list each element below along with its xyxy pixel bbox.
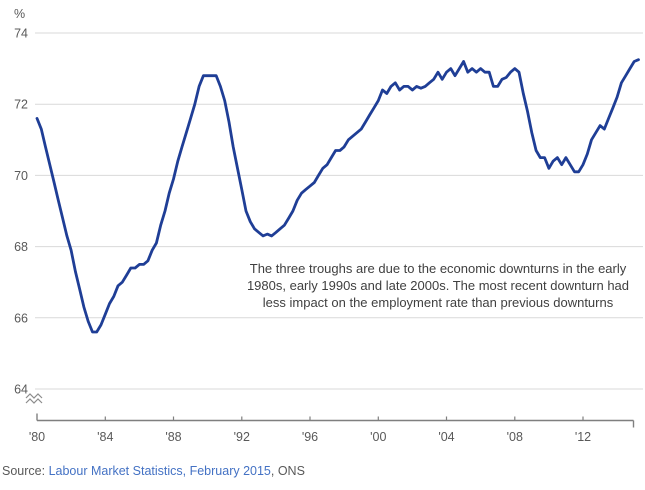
x-tick-label: '00 <box>370 430 386 444</box>
y-axis-tick-labels: 74 72 70 68 66 64 <box>14 27 28 397</box>
gridlines <box>35 32 643 390</box>
x-tick-label: '84 <box>97 430 113 444</box>
chart-annotation: The three troughs are due to the economi… <box>237 260 639 311</box>
x-axis-tick-labels: '80 '84 '88 '92 '96 '00 '04 '08 '12 <box>29 430 591 444</box>
x-tick-label: '04 <box>438 430 454 444</box>
x-tick-label: '08 <box>507 430 523 444</box>
employment-rate-line <box>35 58 640 334</box>
axis-break-icon <box>25 393 43 404</box>
y-axis-unit-label: % <box>14 7 25 21</box>
x-tick-label: '80 <box>29 430 45 444</box>
annotation-line-2: 1980s, early 1990s and late 2000s. The m… <box>246 278 630 293</box>
y-tick-label: 66 <box>14 311 28 325</box>
x-tick-label: '12 <box>575 430 591 444</box>
y-tick-label: 64 <box>14 383 28 397</box>
annotation-line-3: less impact on the employment rate than … <box>262 295 614 310</box>
source-suffix-label: , ONS <box>270 464 305 478</box>
y-tick-label: 68 <box>14 240 28 254</box>
source-line: Source: Labour Market Statistics, Februa… <box>2 464 305 478</box>
x-tick-label: '96 <box>302 430 318 444</box>
y-tick-label: 74 <box>14 27 28 41</box>
x-tick-label: '88 <box>165 430 181 444</box>
annotation-line-1: The three troughs are due to the economi… <box>249 261 627 276</box>
y-tick-label: 70 <box>14 169 28 183</box>
x-tick-label: '92 <box>234 430 250 444</box>
y-tick-label: 72 <box>14 98 28 112</box>
x-axis <box>36 413 635 428</box>
source-prefix-label: Source: <box>2 464 49 478</box>
source-link[interactable]: Labour Market Statistics, February 2015 <box>48 464 271 478</box>
